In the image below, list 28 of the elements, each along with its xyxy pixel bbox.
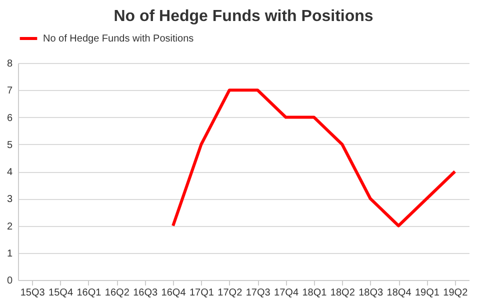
x-tick-label: 17Q3 (246, 288, 271, 298)
y-tick-label: 5 (6, 140, 13, 151)
x-tick-label: 19Q1 (414, 288, 440, 298)
y-tick-label: 7 (6, 86, 13, 97)
x-tick-label: 18Q4 (386, 288, 412, 298)
x-tick-label: 16Q2 (104, 288, 130, 298)
x-tick-label: 19Q2 (443, 288, 468, 298)
x-tick-label: 17Q4 (274, 288, 299, 298)
y-tick-label: 0 (6, 276, 13, 286)
y-tick-label: 3 (6, 194, 13, 206)
x-tick-label: 16Q4 (161, 288, 186, 298)
legend-label: No of Hedge Funds with Positions (43, 34, 194, 44)
y-tick-label: 4 (6, 167, 13, 178)
x-tick-label: 15Q4 (48, 288, 74, 298)
x-tick-label: 15Q3 (20, 288, 46, 298)
y-tick-label: 6 (6, 112, 13, 124)
y-tick-label: 8 (6, 58, 13, 70)
x-tick-label: 18Q3 (358, 288, 384, 298)
x-tick-label: 18Q1 (302, 288, 328, 298)
x-tick-label: 16Q3 (133, 288, 158, 298)
x-tick-label: 18Q2 (330, 288, 356, 298)
x-tick-label: 17Q1 (189, 288, 214, 298)
x-tick-label: 16Q1 (76, 288, 102, 298)
chart-title: No of Hedge Funds with Positions (114, 8, 374, 25)
x-tick-label: 17Q2 (218, 288, 243, 298)
y-tick-label: 2 (6, 221, 13, 232)
line-series (172, 88, 456, 228)
y-tick-label: 1 (6, 248, 13, 260)
